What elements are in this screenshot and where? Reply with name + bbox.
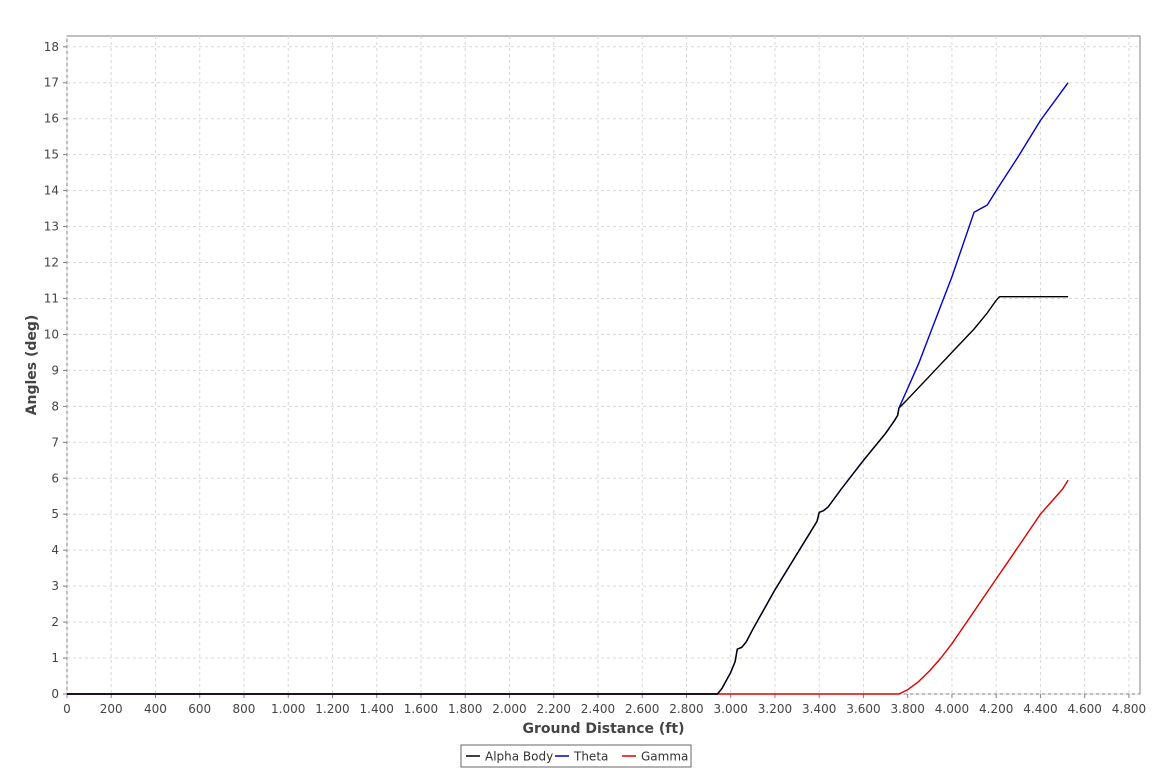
y-tick-label: 3 bbox=[51, 579, 59, 593]
x-axis: 0 200 400 600 800 1.000 1.200 1.400 1.600 1.800 2.… bbox=[63, 694, 1146, 716]
x-tick-label: 1.800 bbox=[448, 702, 482, 716]
legend-label: Gamma bbox=[641, 750, 688, 764]
y-axis-title: Angles (deg) bbox=[24, 315, 40, 416]
x-tick-label: 4.000 bbox=[935, 702, 969, 716]
x-tick-label: 3.000 bbox=[714, 702, 748, 716]
plot-area bbox=[66, 35, 1141, 695]
y-tick-label: 14 bbox=[44, 184, 59, 198]
legend-box bbox=[460, 744, 692, 768]
x-tick-label: 0 bbox=[63, 702, 71, 716]
x-tick-label: 800 bbox=[233, 702, 256, 716]
y-tick-label: 8 bbox=[51, 399, 59, 413]
x-tick-label: 2.600 bbox=[625, 702, 659, 716]
x-tick-label: 1.200 bbox=[315, 702, 349, 716]
y-tick-label: 13 bbox=[44, 220, 59, 234]
x-tick-label: 200 bbox=[100, 702, 123, 716]
series-line-alpha-body bbox=[67, 296, 1069, 695]
y-tick-label: 5 bbox=[51, 507, 59, 521]
x-tick-label: 1.000 bbox=[271, 702, 305, 716]
x-axis-title: Ground Distance (ft) bbox=[523, 721, 685, 737]
x-tick-label: 400 bbox=[144, 702, 167, 716]
x-tick-label: 3.600 bbox=[846, 702, 880, 716]
y-tick-label: 11 bbox=[44, 291, 59, 305]
y-tick-label: 6 bbox=[51, 471, 59, 485]
y-tick-label: 16 bbox=[44, 112, 59, 126]
x-tick-label: 2.800 bbox=[669, 702, 703, 716]
legend-label: Alpha Body bbox=[485, 750, 553, 764]
grid-lines bbox=[66, 36, 1140, 695]
x-tick-label: 4.600 bbox=[1068, 702, 1102, 716]
x-tick-label: 2.400 bbox=[581, 702, 615, 716]
x-tick-label: 4.200 bbox=[979, 702, 1013, 716]
x-tick-label: 3.200 bbox=[758, 702, 792, 716]
x-tick-label: 600 bbox=[188, 702, 211, 716]
y-tick-label: 0 bbox=[51, 687, 59, 701]
y-tick-label: 9 bbox=[51, 363, 59, 377]
y-tick-label: 15 bbox=[44, 148, 59, 162]
x-tick-label: 2.200 bbox=[537, 702, 571, 716]
y-tick-label: 17 bbox=[44, 76, 59, 90]
x-tick-label: 3.800 bbox=[891, 702, 925, 716]
y-tick-label: 4 bbox=[51, 543, 59, 557]
x-tick-label: 4.800 bbox=[1112, 702, 1146, 716]
x-tick-label: 4.400 bbox=[1023, 702, 1057, 716]
y-tick-label: 18 bbox=[44, 40, 59, 54]
y-tick-label: 1 bbox=[51, 651, 59, 665]
x-tick-label: 1.400 bbox=[360, 702, 394, 716]
x-tick-label: 3.400 bbox=[802, 702, 836, 716]
y-tick-label: 2 bbox=[51, 615, 59, 629]
y-tick-label: 10 bbox=[44, 327, 59, 341]
series-line-gamma bbox=[67, 479, 1069, 695]
legend-label: Theta bbox=[573, 750, 608, 764]
y-tick-label: 12 bbox=[44, 256, 59, 270]
legend: Alpha Body Theta Gamma bbox=[460, 744, 692, 768]
x-tick-label: 2.000 bbox=[492, 702, 526, 716]
x-tick-label: 1.600 bbox=[404, 702, 438, 716]
series-lines bbox=[67, 82, 1069, 695]
y-tick-label: 7 bbox=[51, 435, 59, 449]
